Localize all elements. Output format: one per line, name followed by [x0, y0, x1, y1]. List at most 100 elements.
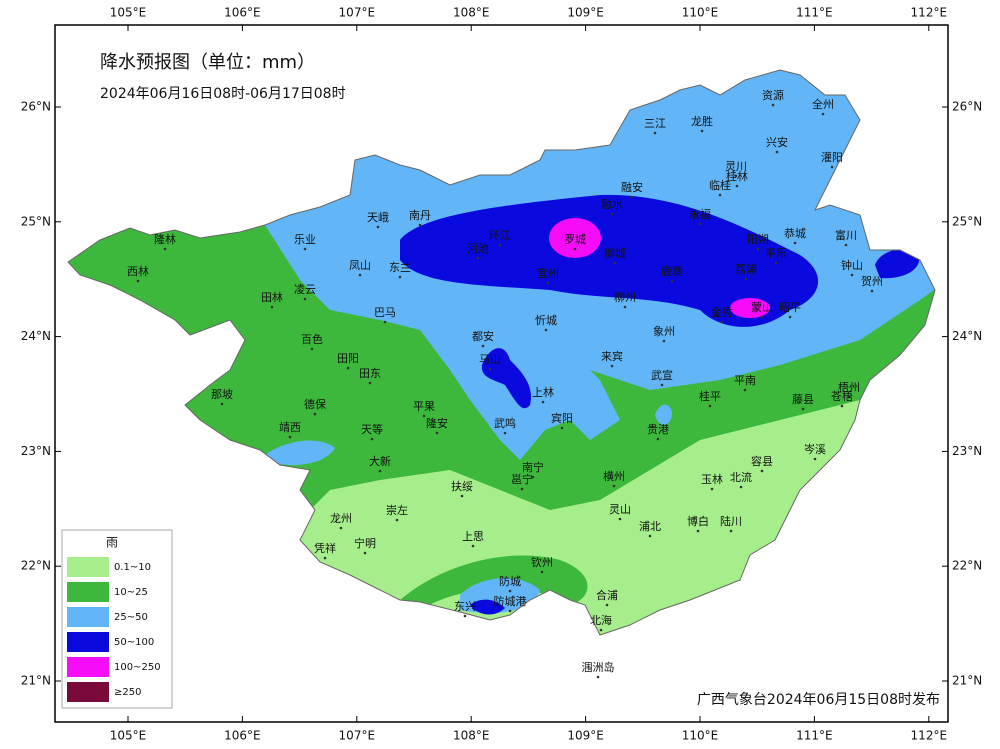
- city-dot: [729, 529, 733, 533]
- legend-label: 25~50: [114, 612, 148, 623]
- city-label: 宁明: [354, 536, 376, 550]
- city-dot: [612, 484, 616, 488]
- city-label: 玉林: [701, 472, 723, 486]
- city-dot: [708, 404, 712, 408]
- city-label: 全州: [812, 97, 834, 111]
- city-label: 灵山: [609, 503, 631, 516]
- city-dot: [744, 277, 748, 281]
- city-dot: [700, 129, 704, 133]
- legend-swatch: [67, 632, 109, 652]
- city-dot: [734, 174, 738, 178]
- lat-label: 22°N: [952, 559, 982, 573]
- city-label: 北流: [730, 470, 752, 484]
- city-label: 隆林: [154, 232, 176, 246]
- city-label: 陆川: [720, 514, 742, 528]
- city-label: 南丹: [409, 209, 431, 222]
- city-dot: [788, 315, 792, 319]
- city-dot: [368, 381, 372, 385]
- city-dot: [435, 431, 439, 435]
- city-dot: [653, 131, 657, 135]
- city-dot: [648, 534, 652, 538]
- lon-label: 109°E: [567, 729, 604, 743]
- city-label: 扶绥: [451, 479, 473, 493]
- city-label: 东兰: [389, 261, 411, 274]
- lon-label: 110°E: [682, 729, 719, 743]
- city-dot: [540, 570, 544, 574]
- city-label: 横州: [603, 469, 625, 483]
- city-dot: [670, 279, 674, 283]
- city-label: 贵港: [647, 423, 669, 436]
- lat-label: 25°N: [21, 214, 51, 228]
- city-dot: [288, 435, 292, 439]
- lon-label: 108°E: [453, 6, 490, 20]
- city-label: 忻城: [535, 314, 557, 327]
- city-label: 隆安: [426, 416, 448, 430]
- city-label: 巴马: [374, 306, 396, 319]
- legend-swatch: [67, 557, 109, 577]
- city-dot: [488, 367, 492, 371]
- city-label: 天峨: [367, 211, 389, 224]
- city-dot: [481, 344, 485, 348]
- city-dot: [270, 305, 274, 309]
- lon-label: 105°E: [110, 729, 147, 743]
- city-label: 平乐: [765, 247, 787, 260]
- city-label: 桂平: [699, 389, 721, 403]
- city-label: 天等: [361, 422, 383, 436]
- city-dot: [771, 103, 775, 107]
- city-dot: [395, 518, 399, 522]
- rain-area: [265, 440, 335, 466]
- city-dot: [599, 628, 603, 632]
- rain-area: [875, 248, 920, 279]
- city-label: 龙州: [330, 512, 352, 525]
- city-label: 钦州: [531, 556, 553, 569]
- city-dot: [840, 404, 844, 408]
- lon-label: 108°E: [453, 729, 490, 743]
- legend-label: ≥250: [114, 687, 141, 698]
- city-dot: [541, 400, 545, 404]
- city-dot: [323, 556, 327, 560]
- city-dot: [460, 494, 464, 498]
- lon-label: 106°E: [224, 6, 261, 20]
- city-label: 凌云: [294, 282, 316, 296]
- city-dot: [422, 414, 426, 418]
- city-dot: [503, 431, 507, 435]
- legend-swatch: [67, 657, 109, 677]
- city-label: 柳城: [604, 246, 626, 260]
- city-dot: [508, 589, 512, 593]
- city-dot: [850, 273, 854, 277]
- city-dot: [801, 407, 805, 411]
- city-label: 百色: [301, 332, 323, 346]
- city-dot: [775, 150, 779, 154]
- city-label: 武鸣: [494, 416, 516, 430]
- lon-label: 111°E: [796, 6, 833, 20]
- lon-label: 112°E: [911, 6, 948, 20]
- city-label: 鹿寨: [661, 264, 683, 278]
- city-label: 宜州: [537, 266, 559, 280]
- title: 降水预报图（单位：mm）: [100, 52, 315, 73]
- city-dot: [463, 614, 467, 618]
- axes: 105°E 105°E 106°E 106°E 107°E 107°E 108°E 108°E…: [21, 6, 983, 743]
- city-dot: [476, 256, 480, 260]
- city-label: 贺州: [861, 275, 883, 288]
- city-label: 来宾: [601, 349, 623, 363]
- city-dot: [610, 212, 614, 216]
- city-dot: [696, 529, 700, 533]
- city-dot: [471, 544, 475, 548]
- city-dot: [383, 320, 387, 324]
- city-dot: [760, 469, 764, 473]
- city-label: 平南: [734, 374, 756, 387]
- city-dot: [623, 305, 627, 309]
- legend-label: 50~100: [114, 637, 154, 648]
- city-label: 荔浦: [735, 263, 757, 276]
- city-dot: [605, 603, 609, 607]
- city-label: 河池: [467, 242, 489, 255]
- city-dot: [398, 275, 402, 279]
- city-label: 防城港: [494, 594, 527, 608]
- city-label: 灵川: [725, 160, 747, 173]
- city-dot: [136, 279, 140, 283]
- city-dot: [303, 297, 307, 301]
- city-label: 邕宁: [511, 472, 533, 486]
- city-label: 东兴: [454, 600, 476, 613]
